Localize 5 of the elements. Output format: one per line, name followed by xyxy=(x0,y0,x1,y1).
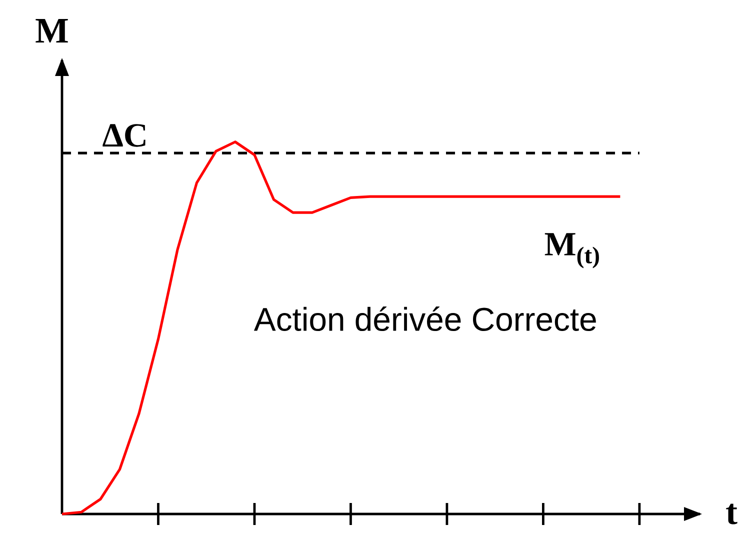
x-axis-title: t xyxy=(726,504,738,524)
y-axis-title: M xyxy=(36,18,68,42)
ref-line-label: ΔC xyxy=(102,124,146,147)
annotation: M$_{(t)}$ xyxy=(544,233,599,268)
annotation: Action dérivée Correcte xyxy=(254,306,596,332)
